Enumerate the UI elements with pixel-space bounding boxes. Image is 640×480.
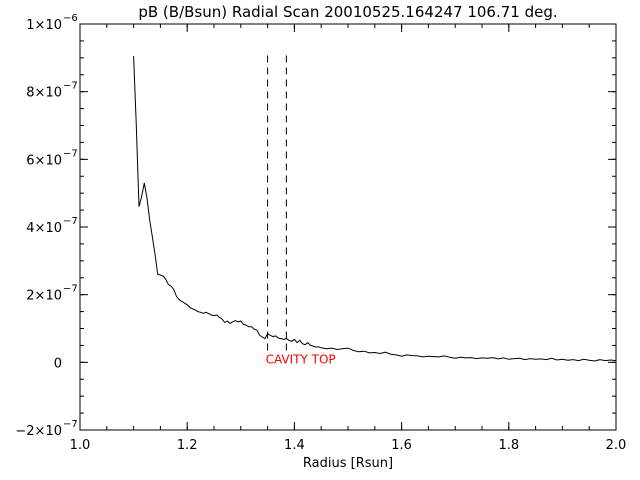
cavity-top-annotation: CAVITY TOP bbox=[266, 352, 336, 366]
x-tick-label: 1.2 bbox=[177, 438, 198, 453]
y-tick-exponent: −7 bbox=[63, 419, 78, 430]
x-axis: 1.0 1.2 1.4 1.6 1.8 2.0 bbox=[70, 24, 627, 453]
y-axis: −2×10 −702×10 −74×10 −76×10 −78×10 −71×10 −6 bbox=[15, 13, 616, 439]
y-tick-exponent: −7 bbox=[63, 216, 78, 227]
plot-marks: CAVITY TOP bbox=[133, 54, 617, 366]
x-axis-label: Radius [Rsun] bbox=[303, 456, 393, 471]
x-tick-label: 1.4 bbox=[284, 438, 305, 453]
y-tick-exponent: −7 bbox=[63, 81, 78, 92]
chart-title: pB (B/Bsun) Radial Scan 20010525.164247 … bbox=[138, 3, 557, 21]
y-tick-label: 8×10 bbox=[26, 86, 62, 101]
y-tick-label: 2×10 bbox=[26, 289, 62, 304]
y-tick-exponent: −6 bbox=[63, 13, 78, 24]
x-tick-label: 1.8 bbox=[498, 438, 519, 453]
y-tick-label: −2×10 bbox=[15, 424, 62, 439]
x-tick-label: 1.0 bbox=[70, 438, 91, 453]
x-tick-label: 1.6 bbox=[391, 438, 412, 453]
y-tick-label: 0 bbox=[54, 356, 62, 371]
y-tick-label: 1×10 bbox=[26, 18, 62, 33]
y-tick-label: 6×10 bbox=[26, 153, 62, 168]
y-tick-label: 4×10 bbox=[26, 221, 62, 236]
x-tick-label: 2.0 bbox=[606, 438, 627, 453]
y-tick-exponent: −7 bbox=[63, 148, 78, 159]
plot-frame bbox=[79, 23, 617, 431]
y-tick-exponent: −7 bbox=[63, 284, 78, 295]
pb-data-line bbox=[133, 56, 617, 362]
